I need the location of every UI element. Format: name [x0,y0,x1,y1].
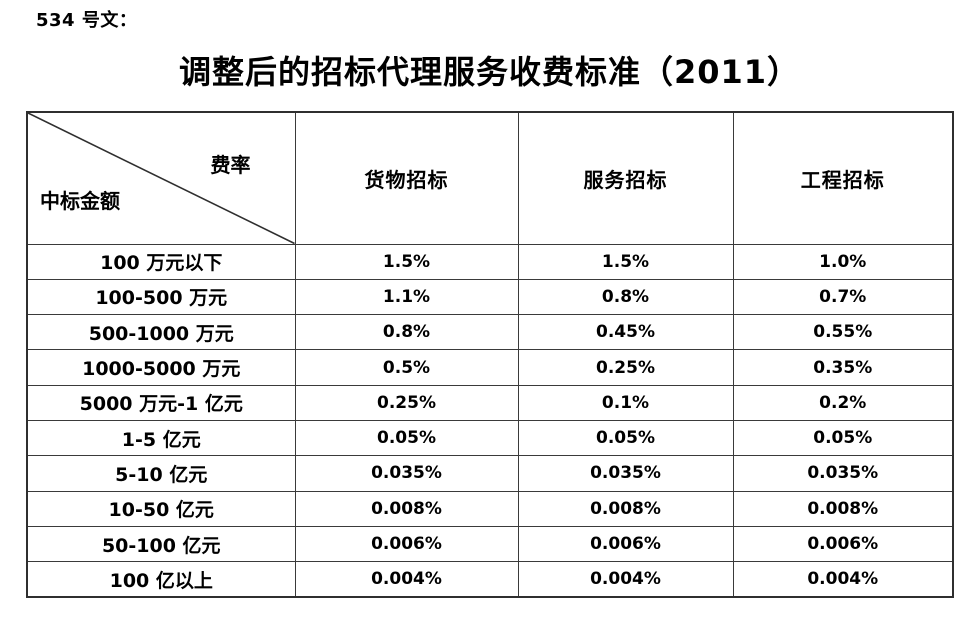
fee-rate-value: 0.008% [732,490,954,527]
fee-rate-value: 0.004% [294,561,519,598]
row-label-amount-range: 10-50 亿元 [26,490,296,527]
fee-rate-value: 0.035% [732,455,954,492]
fee-rate-value: 1.5% [517,243,734,280]
row-label-amount-range: 100 亿以上 [26,561,296,598]
table-row: 5000 万元-1 亿元 0.25% 0.1% 0.2% [26,384,954,421]
fee-rate-value: 0.05% [294,419,519,457]
fee-rate-value: 0.25% [294,384,519,421]
fee-rate-value: 0.05% [732,419,954,457]
row-label-amount-range: 100 万元以下 [26,243,296,280]
fee-rate-value: 1.5% [294,243,519,280]
diagonal-line [28,113,295,244]
row-label-amount-range: 1000-5000 万元 [26,349,296,386]
fee-rate-value: 0.5% [294,349,519,386]
table-row: 100-500 万元 1.1% 0.8% 0.7% [26,278,954,316]
row-label-amount-range: 1-5 亿元 [26,419,296,457]
fee-rate-value: 0.008% [517,490,734,527]
fee-rate-value: 0.05% [517,419,734,457]
fee-rate-value: 0.004% [732,561,954,598]
table-body: 100 万元以下 1.5% 1.5% 1.0% 100-500 万元 1.1% 0.8% 0.… [26,243,954,598]
corner-label-bid-amount: 中标金额 [40,188,120,213]
doc-number-label: 534 号文： [36,10,138,31]
fee-rate-value: 1.1% [294,278,519,316]
diagonal-header-cell: 费率 中标金额 [26,111,296,245]
fee-rate-value: 0.8% [517,278,734,316]
row-label-amount-range: 5000 万元-1 亿元 [26,384,296,421]
fee-rate-value: 0.2% [732,384,954,421]
fee-rate-value: 0.45% [517,314,734,351]
fee-rate-value: 0.55% [732,314,954,351]
corner-label-rate: 费率 [210,153,251,177]
fee-rate-value: 0.1% [517,384,734,421]
table-header-row: 费率 中标金额 货物招标 服务招标 工程招标 [26,111,954,245]
fee-rate-value: 0.25% [517,349,734,386]
fee-standard-table: 费率 中标金额 货物招标 服务招标 工程招标 100 万元以下 1.5% 1.5% 1… [26,111,954,598]
fee-rate-value: 0.008% [294,490,519,527]
table-row: 50-100 亿元 0.006% 0.006% 0.006% [26,525,954,563]
fee-rate-value: 0.035% [294,455,519,492]
table-row: 10-50 亿元 0.008% 0.008% 0.008% [26,490,954,527]
table-row: 100 万元以下 1.5% 1.5% 1.0% [26,243,954,280]
fee-rate-value: 0.035% [517,455,734,492]
fee-rate-value: 0.006% [294,525,519,563]
row-label-amount-range: 5-10 亿元 [26,455,296,492]
column-header-goods: 货物招标 [294,111,519,245]
page-title: 调整后的招标代理服务收费标准（2011） [178,53,801,91]
table-row: 1-5 亿元 0.05% 0.05% 0.05% [26,419,954,457]
table-row: 100 亿以上 0.004% 0.004% 0.004% [26,561,954,598]
fee-rate-value: 0.35% [732,349,954,386]
fee-rate-value: 1.0% [732,243,954,280]
row-label-amount-range: 50-100 亿元 [26,525,296,563]
column-header-engineering: 工程招标 [732,111,954,245]
column-header-services: 服务招标 [517,111,734,245]
row-label-amount-range: 100-500 万元 [26,278,296,316]
table-row: 500-1000 万元 0.8% 0.45% 0.55% [26,314,954,351]
fee-rate-value: 0.006% [732,525,954,563]
row-label-amount-range: 500-1000 万元 [26,314,296,351]
fee-rate-value: 0.8% [294,314,519,351]
fee-rate-value: 0.7% [732,278,954,316]
fee-rate-value: 0.004% [517,561,734,598]
table-row: 1000-5000 万元 0.5% 0.25% 0.35% [26,349,954,386]
table-row: 5-10 亿元 0.035% 0.035% 0.035% [26,455,954,492]
fee-rate-value: 0.006% [517,525,734,563]
